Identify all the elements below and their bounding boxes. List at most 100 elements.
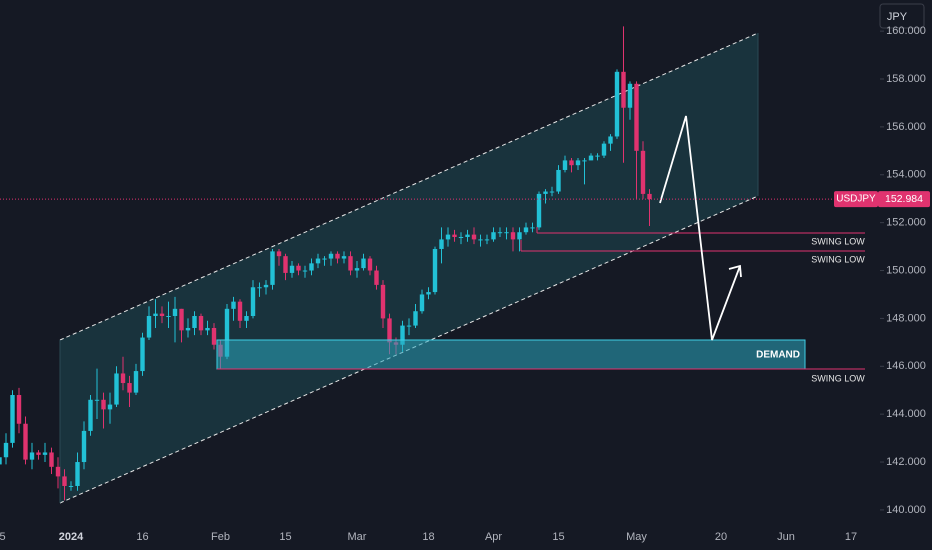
x-tick-label: 18 (422, 531, 434, 543)
candle-body (302, 270, 308, 272)
candle-body (614, 71, 620, 137)
last-price-label: 152.984 (885, 193, 923, 205)
candle-body (452, 234, 457, 238)
candle-body (432, 248, 438, 293)
x-tick-label: 20 (715, 531, 727, 543)
candle-body (510, 232, 516, 240)
y-tick-label: 154.000 (886, 169, 926, 181)
x-tick-label: Jun (777, 531, 795, 543)
candle-body (582, 160, 587, 162)
demand-label: DEMAND (756, 350, 800, 361)
candle-body (283, 256, 288, 273)
swing-low-label: SWING LOW (811, 373, 865, 383)
candle-body (244, 316, 249, 321)
candle-body (315, 258, 321, 264)
arrow-head (728, 264, 742, 278)
candle-body (263, 284, 269, 288)
candle-body (595, 155, 600, 157)
candle-body (543, 191, 548, 194)
y-tick-label: 144.000 (886, 408, 926, 420)
swing-low-label: SWING LOW (811, 236, 865, 246)
candle-body (497, 232, 503, 234)
symbol-label: USDJPY (836, 194, 876, 205)
candle-body (419, 294, 425, 312)
candle-body (114, 373, 119, 405)
candle-body (608, 136, 613, 144)
candle-body (153, 313, 158, 317)
y-tick-label: 148.000 (886, 312, 926, 324)
y-tick-label: 156.000 (886, 121, 926, 133)
x-tick-label: 15 (279, 531, 291, 543)
candle-body (75, 462, 80, 486)
candle-body (374, 270, 379, 285)
candle-body (16, 395, 22, 424)
candle-body (647, 193, 652, 200)
candle-body (101, 399, 106, 410)
candle-body (458, 237, 464, 239)
candle-body (172, 308, 178, 317)
candle-body (354, 268, 360, 271)
candle-body (601, 143, 607, 156)
candle-body (88, 399, 93, 431)
candle-body (62, 476, 67, 486)
candle-body (640, 150, 646, 194)
x-tick-label: 15 (0, 531, 6, 543)
x-tick-label: 15 (552, 531, 564, 543)
currency-button[interactable] (879, 3, 925, 29)
candle-body (237, 301, 243, 321)
candle-body (276, 251, 282, 257)
currency-label: JPY (887, 11, 908, 23)
candle-body (49, 452, 54, 467)
candle-body (192, 316, 197, 328)
candle-body (484, 239, 490, 241)
projection-arrow (659, 115, 741, 341)
candle-body (627, 83, 633, 108)
x-tick-label: Feb (211, 531, 230, 543)
candle-body (335, 253, 340, 259)
candle-body (68, 485, 74, 487)
candle-body (179, 308, 184, 331)
candle-body (10, 395, 15, 443)
x-tick-label: 16 (136, 531, 148, 543)
candle-body (445, 234, 451, 240)
candle-body (562, 160, 568, 170)
candle-body (198, 316, 204, 331)
candle-body (120, 373, 126, 384)
y-tick-label: 140.000 (886, 504, 926, 516)
candle-body (231, 301, 236, 309)
x-tick-label: 17 (845, 531, 857, 543)
candles (0, 26, 652, 501)
candle-body (224, 308, 230, 357)
candle-body (42, 452, 48, 455)
candle-body (387, 318, 392, 343)
candle-body (0, 457, 2, 465)
candle-body (289, 265, 295, 273)
y-tick-label: 158.000 (886, 73, 926, 85)
candle-body (29, 452, 35, 460)
candle-body (621, 71, 626, 108)
candle-body (36, 452, 41, 455)
candle-body (185, 327, 191, 331)
demand-zone (216, 339, 806, 370)
candle-body (127, 383, 132, 393)
y-tick-label: 150.000 (886, 264, 926, 276)
y-tick-label: 142.000 (886, 456, 926, 468)
candle-body (55, 466, 61, 477)
candle-body (309, 263, 314, 271)
candle-body (146, 316, 152, 338)
candle-body (133, 371, 139, 393)
candle-body (296, 265, 301, 271)
candle-body (575, 160, 581, 166)
candle-body (569, 160, 574, 166)
candle-body (328, 253, 334, 259)
candle-body (634, 83, 639, 151)
channel (60, 33, 758, 503)
candle-body (211, 327, 217, 345)
candle-body (23, 423, 28, 460)
candle-body (588, 155, 594, 161)
candle-body (426, 292, 431, 295)
candle-body (439, 239, 444, 249)
candle-body (406, 325, 412, 327)
